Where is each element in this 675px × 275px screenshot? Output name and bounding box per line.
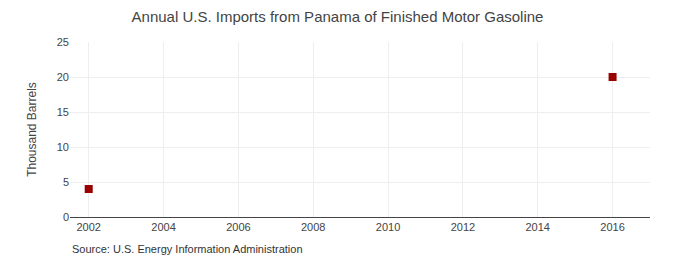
svg-text:5: 5: [63, 176, 69, 188]
svg-text:2014: 2014: [525, 221, 549, 233]
svg-text:0: 0: [63, 211, 69, 223]
svg-text:20: 20: [57, 71, 69, 83]
svg-text:15: 15: [57, 106, 69, 118]
svg-text:2002: 2002: [76, 221, 100, 233]
svg-text:Source: U.S. Energy Informatio: Source: U.S. Energy Information Administ…: [72, 243, 303, 255]
svg-text:2008: 2008: [301, 221, 325, 233]
svg-text:2012: 2012: [451, 221, 475, 233]
svg-text:2004: 2004: [151, 221, 175, 233]
svg-text:2016: 2016: [600, 221, 624, 233]
svg-text:2010: 2010: [376, 221, 400, 233]
svg-text:2006: 2006: [226, 221, 250, 233]
svg-text:Annual U.S. Imports from Panam: Annual U.S. Imports from Panama of Finis…: [132, 8, 544, 25]
svg-text:25: 25: [57, 36, 69, 48]
svg-text:Thousand Barrels: Thousand Barrels: [25, 82, 39, 177]
svg-text:10: 10: [57, 141, 69, 153]
